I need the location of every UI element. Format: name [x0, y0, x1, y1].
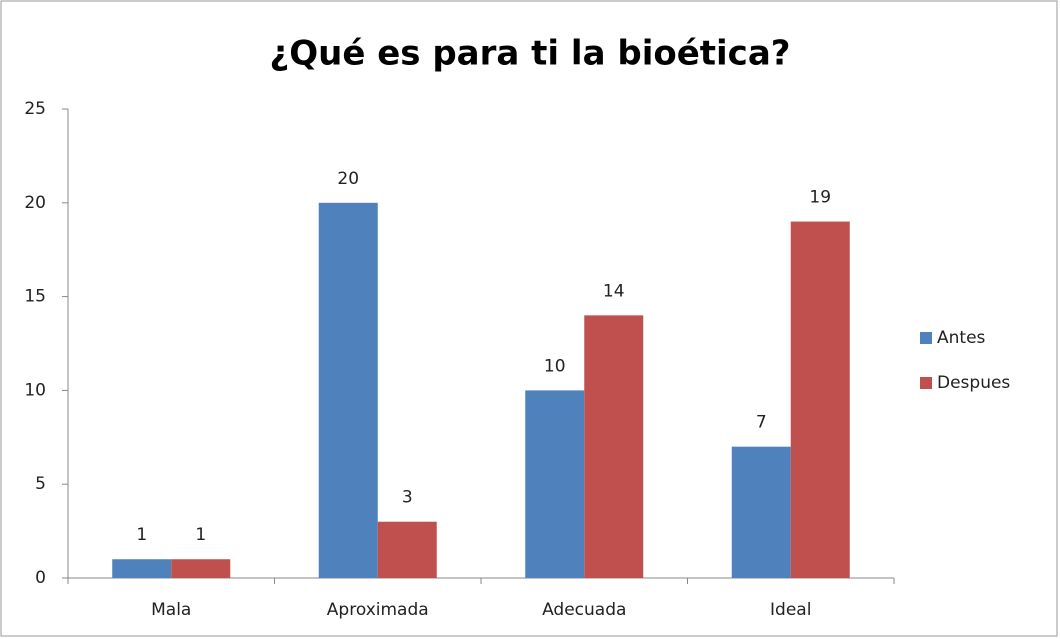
x-tick-label: Adecuada	[542, 600, 626, 620]
data-label: 20	[337, 169, 359, 189]
bar	[584, 315, 644, 578]
y-tick-label: 25	[24, 99, 46, 119]
data-label: 1	[136, 525, 147, 545]
x-tick-label: Aproximada	[327, 600, 429, 620]
bar	[377, 521, 437, 578]
legend-label: Despues	[937, 373, 1010, 393]
y-tick-label: 5	[35, 474, 46, 494]
bar	[731, 446, 791, 578]
bar	[790, 221, 850, 578]
data-label: 7	[756, 413, 767, 433]
data-label: 14	[603, 281, 625, 301]
x-tick-label: Ideal	[770, 600, 811, 620]
bar	[525, 390, 585, 578]
x-tick-label: Mala	[151, 600, 191, 620]
data-label: 1	[195, 525, 206, 545]
chart-title: ¿Qué es para ti la bioética?	[269, 34, 790, 74]
y-tick-label: 0	[35, 568, 46, 588]
y-tick-label: 20	[24, 193, 46, 213]
bar	[112, 559, 172, 578]
y-tick-label: 10	[24, 380, 46, 400]
y-tick-label: 15	[24, 287, 46, 307]
legend-label: Antes	[937, 328, 986, 348]
bar	[318, 202, 378, 579]
data-label: 19	[809, 188, 831, 208]
bar	[171, 559, 231, 578]
legend-swatch	[920, 332, 932, 344]
data-label: 3	[402, 488, 413, 508]
data-label: 10	[544, 356, 566, 376]
legend-swatch	[920, 377, 932, 389]
